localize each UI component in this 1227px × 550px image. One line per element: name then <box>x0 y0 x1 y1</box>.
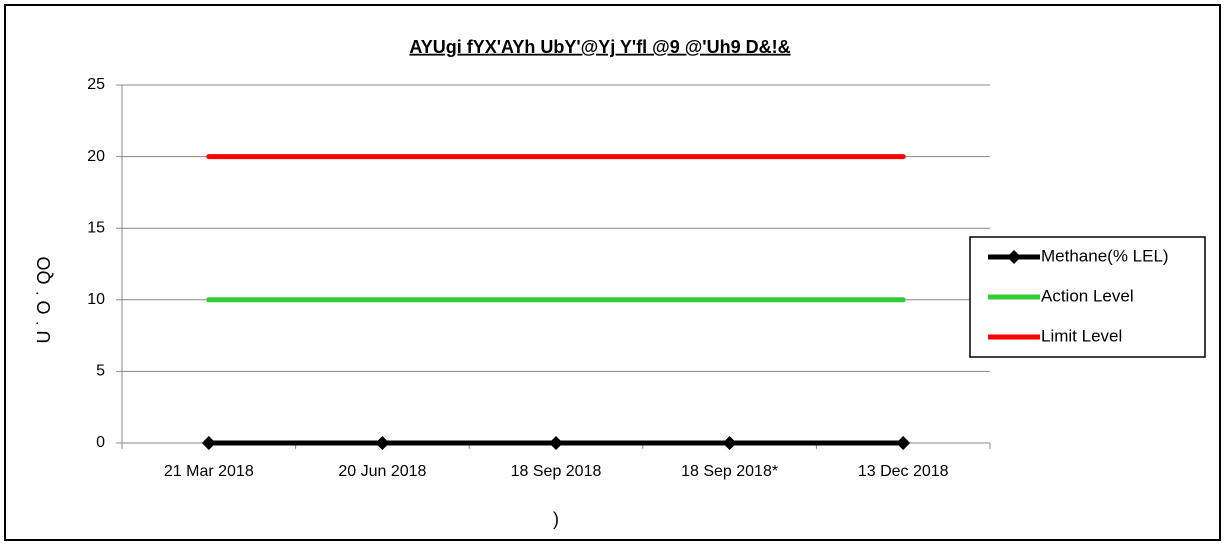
series-marker <box>201 436 216 450</box>
chart-title: AYUgi fYX'AYh UbY'@Yj Y'fl @9 @'Uh9 D&!& <box>409 37 790 57</box>
legend-label: Methane(% LEL) <box>1041 246 1169 265</box>
legend-label: Action Level <box>1041 286 1134 305</box>
y-tick-label: 0 <box>96 434 105 451</box>
y-tick-label: 25 <box>87 76 105 93</box>
legend-marker <box>1007 250 1021 264</box>
series-marker <box>896 436 911 450</box>
x-tick-label: 18 Sep 2018* <box>681 463 778 480</box>
x-tick-label: 20 Jun 2018 <box>338 463 426 480</box>
x-tick-label: 21 Mar 2018 <box>164 463 254 480</box>
y-axis-label: U ˙ O ˙ QO <box>34 257 54 344</box>
series-marker <box>549 436 563 450</box>
x-axis-label: ) <box>553 509 559 529</box>
legend-label: Limit Level <box>1041 326 1122 345</box>
x-tick-label: 18 Sep 2018 <box>511 463 602 480</box>
y-tick-label: 10 <box>87 291 105 308</box>
y-tick-label: 20 <box>87 148 105 165</box>
series-marker <box>722 436 737 450</box>
y-tick-label: 15 <box>87 219 105 236</box>
x-tick-label: 13 Dec 2018 <box>858 463 949 480</box>
series-marker <box>375 436 390 450</box>
y-tick-label: 5 <box>96 363 105 380</box>
